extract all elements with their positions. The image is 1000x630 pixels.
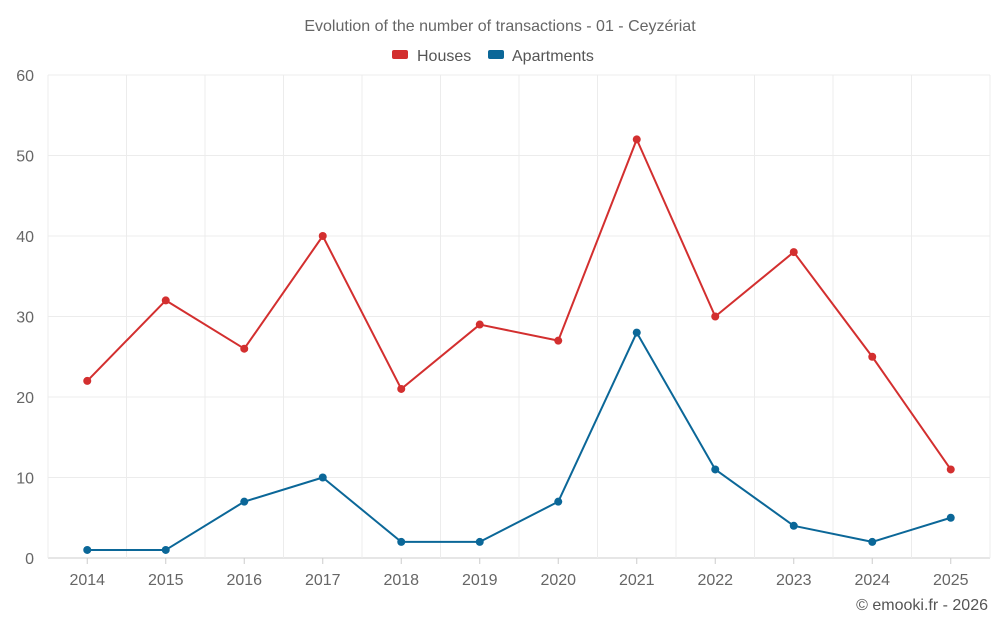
x-tick-label: 2016: [226, 572, 262, 589]
data-point-apartments[interactable]: [240, 497, 249, 506]
x-tick-label: 2014: [69, 572, 105, 589]
series-line-apartments: [87, 331, 952, 551]
data-point-apartments[interactable]: [83, 545, 92, 554]
series-line-houses: [86, 138, 952, 471]
data-point-houses[interactable]: [161, 296, 170, 305]
axes: 0 10 20 30 40 50 60 2014 2015 2016 2017 2018 2019 202…: [16, 68, 968, 589]
y-tick-label: 40: [16, 229, 34, 246]
data-point-apartments[interactable]: [554, 497, 563, 506]
data-point-apartments[interactable]: [632, 328, 641, 337]
x-tick-label: 2023: [776, 572, 812, 589]
grid: [47, 74, 991, 559]
data-point-houses[interactable]: [240, 344, 249, 353]
x-tick-label: 2025: [933, 572, 969, 589]
y-tick-label: 0: [25, 551, 34, 568]
data-point-apartments[interactable]: [475, 537, 484, 546]
data-point-apartments[interactable]: [711, 465, 720, 474]
data-point-apartments[interactable]: [789, 521, 798, 530]
y-tick-label: 10: [16, 471, 34, 488]
y-tick-label: 60: [16, 68, 34, 85]
data-point-apartments[interactable]: [946, 513, 955, 522]
series-group: [83, 135, 955, 554]
y-tick-label: 20: [16, 390, 34, 407]
data-point-houses[interactable]: [475, 320, 484, 329]
data-point-houses[interactable]: [868, 352, 877, 361]
data-point-houses[interactable]: [711, 312, 720, 321]
data-point-houses[interactable]: [318, 232, 327, 240]
legend: Houses Apartments: [392, 48, 594, 65]
data-point-apartments[interactable]: [397, 537, 406, 546]
data-point-houses[interactable]: [789, 248, 798, 257]
x-tick-label: 2018: [383, 572, 419, 589]
x-tick-label: 2022: [697, 572, 733, 589]
legend-houses-label[interactable]: Houses: [417, 48, 471, 65]
x-tick-label: 2017: [305, 572, 341, 589]
credit-text: © emooki.fr - 2026: [856, 597, 988, 614]
y-tick-label: 30: [16, 310, 34, 327]
data-point-houses[interactable]: [83, 376, 92, 385]
legend-apartments-swatch: [488, 50, 504, 59]
y-tick-label: 50: [16, 149, 34, 166]
data-point-apartments[interactable]: [868, 537, 877, 546]
chart-title: Evolution of the number of transactions …: [304, 18, 696, 35]
data-point-houses[interactable]: [397, 384, 406, 393]
data-point-apartments[interactable]: [318, 473, 327, 482]
x-tick-label: 2015: [148, 572, 184, 589]
data-point-apartments[interactable]: [161, 545, 170, 554]
legend-houses-swatch: [392, 50, 408, 59]
x-tick-label: 2019: [462, 572, 498, 589]
x-tick-label: 2020: [540, 572, 576, 589]
data-point-houses[interactable]: [632, 135, 641, 144]
x-tick-label: 2024: [854, 572, 890, 589]
legend-apartments-label[interactable]: Apartments: [512, 48, 594, 65]
data-point-houses[interactable]: [946, 465, 955, 474]
data-point-houses[interactable]: [554, 336, 563, 345]
x-tick-label: 2021: [619, 572, 655, 589]
